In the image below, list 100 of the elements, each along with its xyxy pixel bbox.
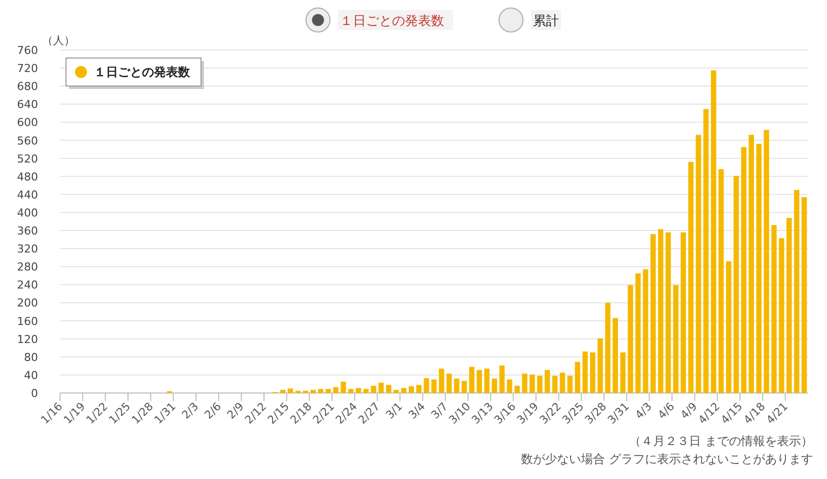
bar xyxy=(642,269,648,393)
bar xyxy=(318,388,324,393)
bar xyxy=(506,379,512,393)
bar xyxy=(612,318,618,393)
y-tick-label: 160 xyxy=(17,314,38,328)
bar xyxy=(333,387,338,393)
bar xyxy=(438,368,444,393)
bar xyxy=(764,130,770,393)
bar xyxy=(635,273,641,393)
bar xyxy=(363,388,369,393)
bar xyxy=(778,238,784,393)
x-tick-label: 2/3 xyxy=(179,400,202,422)
bar xyxy=(424,378,430,393)
bar xyxy=(310,390,316,393)
bar xyxy=(348,388,354,393)
y-tick-label: 680 xyxy=(17,80,38,94)
x-tick-label: 4/9 xyxy=(678,400,700,422)
y-tick-label: 560 xyxy=(17,134,38,148)
bar xyxy=(590,352,596,393)
bar xyxy=(462,380,467,393)
bar xyxy=(741,147,746,393)
bar xyxy=(544,370,550,393)
bar xyxy=(620,352,626,393)
x-tick-label: 4/3 xyxy=(632,400,654,422)
bar xyxy=(718,169,724,393)
bar xyxy=(574,362,580,393)
y-tick-label: 480 xyxy=(17,170,38,184)
y-tick-label: 520 xyxy=(17,152,38,166)
bar xyxy=(560,372,566,393)
bar xyxy=(680,232,686,393)
y-tick-label: 760 xyxy=(17,44,38,57)
y-tick-label: 320 xyxy=(17,242,38,256)
legend: １日ごとの発表数 xyxy=(66,58,204,89)
bar xyxy=(756,144,762,393)
bar xyxy=(288,388,294,393)
bar xyxy=(326,388,331,393)
bar xyxy=(734,176,739,393)
x-tick-label: 2/6 xyxy=(202,400,224,422)
y-tick-label: 360 xyxy=(17,224,38,238)
bar xyxy=(582,351,588,393)
bar xyxy=(552,376,558,393)
y-tick-label: 400 xyxy=(17,206,38,220)
bar xyxy=(786,218,792,393)
bar xyxy=(280,390,286,393)
bar xyxy=(394,390,399,393)
bar xyxy=(650,234,656,393)
bar xyxy=(794,190,800,393)
bar xyxy=(454,378,460,393)
y-tick-label: 0 xyxy=(31,387,38,400)
bar xyxy=(499,365,505,393)
legend-label: １日ごとの発表数 xyxy=(94,65,191,79)
bar xyxy=(658,229,664,393)
bar xyxy=(340,382,346,393)
bar xyxy=(378,382,384,393)
x-tick-label: 3/4 xyxy=(406,400,428,422)
x-tick-label: 3/1 xyxy=(383,400,406,422)
bar xyxy=(703,109,709,393)
bar xyxy=(605,302,610,393)
bar xyxy=(802,197,807,393)
bar xyxy=(370,386,376,393)
bar xyxy=(431,379,437,393)
y-tick-label: 640 xyxy=(17,98,38,112)
bar xyxy=(522,374,528,393)
bar xyxy=(476,370,482,393)
text: （４月２３日 までの情報を表示） xyxy=(629,434,813,448)
bar xyxy=(688,162,694,393)
y-tick-label: 120 xyxy=(17,332,38,346)
y-tick-label: 240 xyxy=(17,278,38,292)
bar xyxy=(628,285,634,393)
bar xyxy=(469,366,474,393)
y-tick-label: 600 xyxy=(17,116,38,130)
bar xyxy=(492,378,498,393)
bar xyxy=(446,374,452,393)
y-tick-label: 440 xyxy=(17,188,38,202)
x-tick-label: 4/6 xyxy=(655,400,678,422)
bar xyxy=(771,225,777,393)
bar xyxy=(696,134,702,393)
bar xyxy=(673,285,678,393)
bar xyxy=(567,376,573,393)
y-tick-label: 40 xyxy=(24,368,38,382)
bar xyxy=(416,384,422,393)
y-axis-title: （人） xyxy=(42,34,75,47)
text: 数が少ない場合 グラフに表示されないことがあります xyxy=(521,452,813,466)
bar xyxy=(356,388,362,393)
bar xyxy=(710,70,716,393)
bar xyxy=(537,376,542,393)
bar xyxy=(530,374,535,393)
bar xyxy=(748,134,754,393)
bar xyxy=(401,388,406,393)
bar xyxy=(598,338,603,393)
y-tick-label: 720 xyxy=(17,62,38,76)
bar xyxy=(484,368,490,393)
bar xyxy=(726,261,732,393)
bar xyxy=(666,232,671,393)
y-tick-label: 200 xyxy=(17,296,38,310)
bar xyxy=(386,384,392,393)
y-tick-label: 80 xyxy=(24,350,38,364)
bar xyxy=(408,386,414,393)
y-tick-label: 280 xyxy=(17,260,38,274)
bar xyxy=(514,386,520,393)
